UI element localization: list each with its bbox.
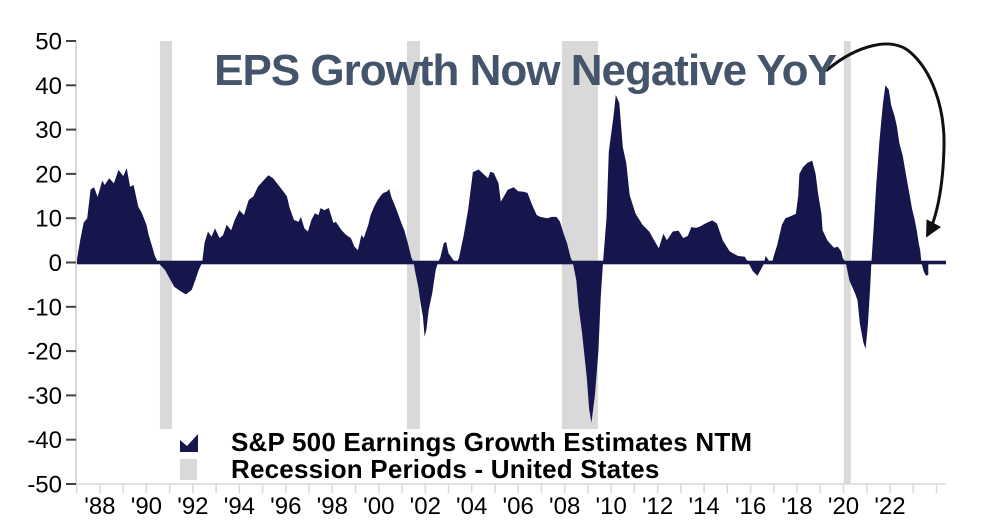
- x-tick-label: '00: [363, 493, 394, 520]
- axes-layer: [66, 40, 946, 493]
- zero-line: [76, 260, 946, 265]
- y-tick-label: 0: [49, 250, 62, 277]
- x-tick-label: '02: [410, 493, 441, 520]
- recession-swatch-icon: [177, 459, 201, 480]
- x-tick-label: '20: [828, 493, 859, 520]
- y-tick-label: -50: [27, 472, 62, 499]
- x-tick-label: '90: [131, 493, 162, 520]
- annotation-arrow-icon: [825, 42, 946, 238]
- legend-recession-label: Recession Periods - United States: [231, 454, 660, 484]
- x-tick-label: '98: [317, 493, 348, 520]
- legend-background-layer: [155, 429, 841, 487]
- x-tick-label: '22: [874, 493, 905, 520]
- area-series-swatch-icon: [177, 432, 201, 453]
- x-tick-label: '92: [177, 493, 208, 520]
- x-tick-label: '16: [735, 493, 766, 520]
- x-tick-label: '08: [549, 493, 580, 520]
- x-tick-label: '96: [270, 493, 301, 520]
- tick-labels-layer: 50 40 30 20 10 0 -10 -20 -30 -40 -50 '88 '90 '92 '94 '9…: [27, 29, 905, 521]
- series-area-layer: [76, 85, 946, 423]
- y-tick-label: 20: [35, 161, 62, 188]
- y-tick-label: -30: [27, 383, 62, 410]
- x-tick-label: '12: [642, 493, 673, 520]
- y-tick-label: -20: [27, 339, 62, 366]
- x-tick-label: '94: [224, 493, 255, 520]
- x-tick-label: '18: [781, 493, 812, 520]
- y-tick-label: -10: [27, 294, 62, 321]
- x-tick-label: '88: [84, 493, 115, 520]
- x-tick-label: '10: [596, 493, 627, 520]
- x-tick-label: '14: [688, 493, 719, 520]
- legend-series-label: S&P 500 Earnings Growth Estimates NTM: [231, 427, 753, 457]
- chart-title: EPS Growth Now Negative YoY: [214, 46, 837, 95]
- y-tick-label: 10: [35, 206, 62, 233]
- x-tick-label: '04: [456, 493, 487, 520]
- y-tick-label: 40: [35, 73, 62, 100]
- y-tick-label: 30: [35, 117, 62, 144]
- y-tick-label: 50: [35, 29, 62, 56]
- legend-background: [155, 429, 841, 487]
- x-tick-label: '06: [503, 493, 534, 520]
- legend-item-recession: Recession Periods - United States: [155, 454, 841, 484]
- legend-item-series: S&P 500 Earnings Growth Estimates NTM: [155, 427, 841, 457]
- y-tick-label: -40: [27, 427, 62, 454]
- series-area: [76, 85, 929, 423]
- legend: S&P 500 Earnings Growth Estimates NTM Re…: [155, 427, 841, 487]
